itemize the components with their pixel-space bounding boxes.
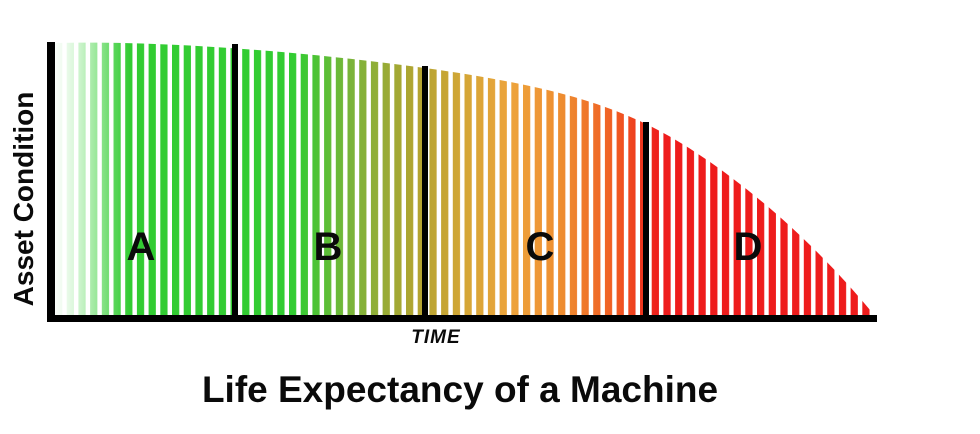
stripe-gaps-overlay <box>55 34 877 318</box>
y-axis-label: Asset Condition <box>8 92 39 307</box>
zone-divider-a-b <box>232 44 238 315</box>
y-axis-line <box>47 42 55 322</box>
zone-divider-b-c <box>422 66 428 315</box>
zone-label-b: B <box>314 225 343 269</box>
left-fade-overlay <box>55 34 130 318</box>
x-axis-label: TIME <box>411 327 461 348</box>
x-axis-line <box>47 315 877 322</box>
zone-divider-c-d <box>643 122 649 315</box>
chart-title: Life Expectancy of a Machine <box>202 369 718 410</box>
zone-label-d: D <box>734 225 763 269</box>
zone-label-c: C <box>526 225 555 269</box>
zone-label-a: A <box>127 225 156 269</box>
